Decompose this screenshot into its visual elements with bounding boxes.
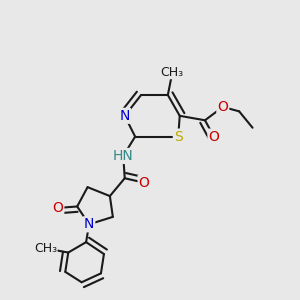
Text: O: O: [218, 100, 228, 114]
Text: S: S: [174, 130, 183, 144]
Text: O: O: [52, 201, 63, 215]
Text: O: O: [208, 130, 219, 144]
Text: N: N: [84, 217, 94, 231]
Text: CH₃: CH₃: [34, 242, 57, 255]
Text: O: O: [139, 176, 149, 190]
Text: CH₃: CH₃: [161, 66, 184, 79]
Text: HN: HN: [113, 149, 134, 163]
Text: N: N: [119, 109, 130, 123]
